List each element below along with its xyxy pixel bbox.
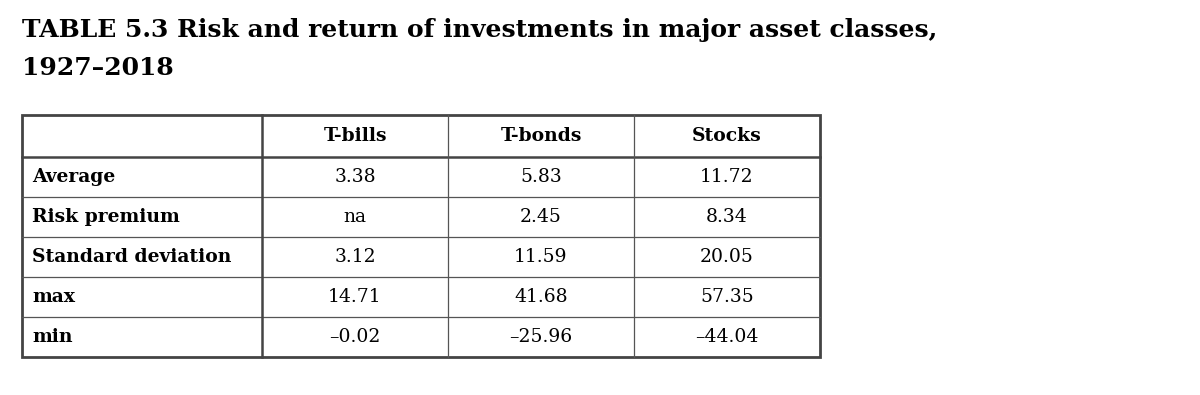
- Text: 20.05: 20.05: [700, 248, 754, 266]
- Text: min: min: [32, 328, 72, 346]
- Text: –25.96: –25.96: [510, 328, 572, 346]
- Text: Standard deviation: Standard deviation: [32, 248, 232, 266]
- Text: 3.38: 3.38: [334, 168, 376, 186]
- Text: na: na: [343, 208, 366, 226]
- Text: 2.45: 2.45: [520, 208, 562, 226]
- Text: –0.02: –0.02: [329, 328, 380, 346]
- Text: 14.71: 14.71: [328, 288, 382, 306]
- Bar: [22, 115, 820, 357]
- Text: –44.04: –44.04: [695, 328, 758, 346]
- Text: Risk premium: Risk premium: [32, 208, 180, 226]
- Text: 1927–2018: 1927–2018: [22, 56, 174, 80]
- Text: TABLE 5.3 Risk and return of investments in major asset classes,: TABLE 5.3 Risk and return of investments…: [22, 18, 937, 42]
- Text: Stocks: Stocks: [692, 127, 762, 145]
- Text: T-bills: T-bills: [323, 127, 386, 145]
- Text: T-bonds: T-bonds: [500, 127, 582, 145]
- Text: 11.59: 11.59: [515, 248, 568, 266]
- Text: Average: Average: [32, 168, 115, 186]
- Text: 11.72: 11.72: [700, 168, 754, 186]
- Text: 57.35: 57.35: [700, 288, 754, 306]
- Text: 3.12: 3.12: [334, 248, 376, 266]
- Text: 41.68: 41.68: [514, 288, 568, 306]
- Text: max: max: [32, 288, 74, 306]
- Text: 8.34: 8.34: [706, 208, 748, 226]
- Text: 5.83: 5.83: [520, 168, 562, 186]
